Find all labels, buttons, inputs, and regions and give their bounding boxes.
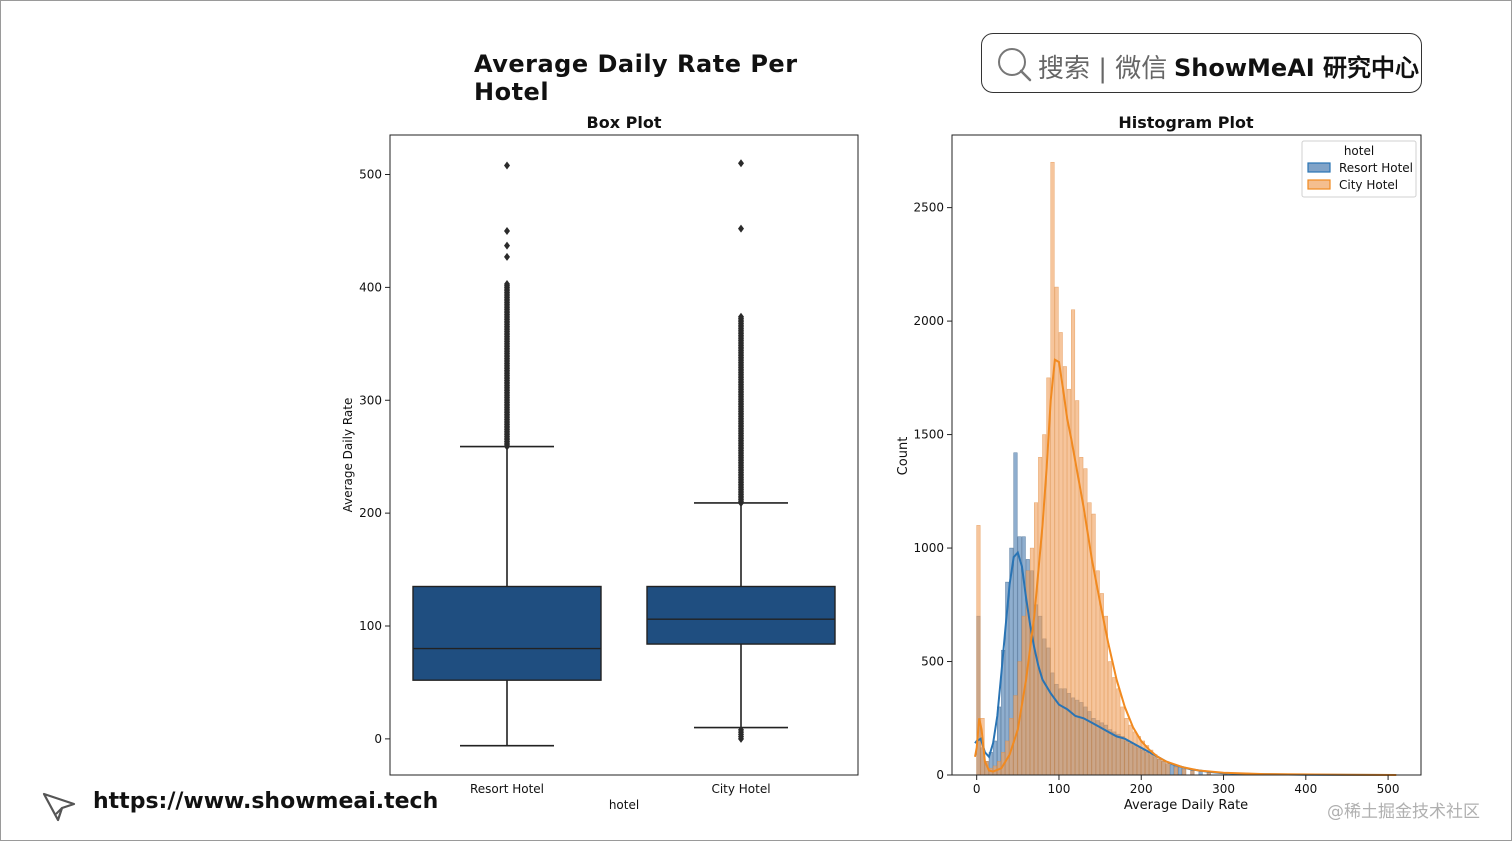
hist-bar-city xyxy=(1112,677,1117,776)
histogram-ticks: 0 500 1000 1500 2000 2500 0 100 200 300 400 500 xyxy=(913,201,1399,796)
histogram-legend: hotel Resort Hotel City Hotel xyxy=(1301,140,1417,198)
box-y-ticks: 0 100 200 300 400 500 xyxy=(359,168,390,746)
figure-title: Average Daily Rate Per Hotel xyxy=(474,50,798,106)
box-plot-axes xyxy=(389,134,859,776)
hist-xtick-label: 400 xyxy=(1294,782,1317,796)
search-badge: 搜索 | 微信 ShowMeAI 研究中心 xyxy=(981,33,1422,93)
hist-bar-city xyxy=(1140,740,1146,776)
box-ylabel: Average Daily Rate xyxy=(341,398,355,513)
hist-ytick-label: 0 xyxy=(936,768,944,782)
hist-bar-city xyxy=(1136,736,1141,776)
box-outlier xyxy=(504,279,510,288)
hist-bar-city xyxy=(1050,161,1055,776)
box-outlier xyxy=(504,161,510,170)
kde-line-city xyxy=(974,358,1397,776)
hist-bar-city xyxy=(1062,366,1067,776)
legend-label-city: City Hotel xyxy=(1339,178,1398,192)
box-ytick-label: 0 xyxy=(374,732,382,746)
legend-swatch-city xyxy=(1307,179,1331,190)
hist-ytick-label: 1500 xyxy=(913,428,944,442)
hist-bar-city xyxy=(1182,769,1187,776)
legend-title: hotel xyxy=(1344,144,1374,158)
watermark: @稀土掘金技术社区 xyxy=(1327,802,1480,822)
box-outlier xyxy=(504,252,510,261)
hist-bar-resort xyxy=(1169,764,1174,776)
hist-bar-city xyxy=(1161,761,1166,776)
box-marks xyxy=(412,159,836,747)
hist-bar-city xyxy=(1190,770,1195,776)
box-xlabel: hotel xyxy=(609,798,639,812)
hist-bar-city xyxy=(1132,731,1137,776)
hist-xtick-label: 300 xyxy=(1212,782,1235,796)
box-outlier xyxy=(504,241,510,250)
search-icon xyxy=(998,48,1032,82)
hist-bar-city xyxy=(1075,400,1080,776)
box-xtick-city: City Hotel xyxy=(711,782,770,796)
hist-bar-city xyxy=(1071,309,1076,776)
hist-bar-resort xyxy=(1198,771,1203,776)
hist-bar-city xyxy=(1153,754,1158,776)
hist-xtick-label: 500 xyxy=(1377,782,1400,796)
hist-bar-city xyxy=(1173,766,1178,776)
hist-bar-city xyxy=(1124,718,1129,776)
hist-ytick-label: 2000 xyxy=(913,314,944,328)
box-ytick-label: 100 xyxy=(359,619,382,633)
box-outlier xyxy=(738,725,744,734)
hist-bar-city xyxy=(1091,513,1096,776)
box-plot-title: Box Plot xyxy=(587,113,662,132)
box-outlier xyxy=(738,159,744,168)
histogram-bars xyxy=(976,161,1401,776)
box-ytick-label: 500 xyxy=(359,168,382,182)
hist-bar-city xyxy=(1120,706,1125,776)
hist-xtick-label: 0 xyxy=(973,782,981,796)
box-ytick-label: 200 xyxy=(359,506,382,520)
hist-ytick-label: 2500 xyxy=(913,201,944,215)
box-ytick-label: 300 xyxy=(359,393,382,407)
histogram-kde-lines xyxy=(974,358,1397,776)
histogram-panel: Histogram Plot 0 500 1000 1500 2000 2500 0 100 2… xyxy=(896,113,1422,813)
brand-label: ShowMeAI 研究中心 xyxy=(1174,54,1420,82)
hist-bar-city xyxy=(1165,763,1170,776)
cursor-icon xyxy=(42,792,76,822)
hist-bar-city xyxy=(1058,332,1063,776)
hist-bar-city xyxy=(1116,688,1121,776)
hist-bar-resort xyxy=(1178,766,1183,776)
histogram-ylabel: Count xyxy=(896,437,911,476)
box-ytick-label: 400 xyxy=(359,280,382,294)
hist-bar-city xyxy=(1034,502,1039,776)
histogram-title: Histogram Plot xyxy=(1118,113,1254,132)
hist-xtick-label: 200 xyxy=(1130,782,1153,796)
legend-swatch-resort xyxy=(1307,162,1331,173)
hist-bar-city xyxy=(1108,661,1113,776)
histogram-axes xyxy=(951,134,1422,776)
box-plot-panel: Box Plot 0 100 200 300 400 500 Resort Hotel C… xyxy=(341,113,859,812)
hist-ytick-label: 1000 xyxy=(913,541,944,555)
hist-xtick-label: 100 xyxy=(1048,782,1071,796)
hist-bar-city xyxy=(1128,724,1133,776)
hist-ytick-label: 500 xyxy=(921,655,944,669)
hist-bar-city xyxy=(1066,388,1071,776)
hist-bar-city xyxy=(1038,457,1043,776)
box-xtick-resort: Resort Hotel xyxy=(470,782,544,796)
histogram-xlabel: Average Daily Rate xyxy=(1124,798,1248,813)
hist-bar-city xyxy=(1157,758,1162,776)
footer-url[interactable]: https://www.showmeai.tech xyxy=(93,789,439,814)
box-outlier xyxy=(738,312,744,321)
box-outlier xyxy=(504,226,510,235)
box-body xyxy=(412,585,602,681)
search-label: 搜索 | 微信 xyxy=(1038,54,1168,84)
legend-label-resort: Resort Hotel xyxy=(1339,161,1413,175)
hist-bar-city xyxy=(1029,547,1034,776)
box-body xyxy=(646,585,836,645)
box-outlier xyxy=(738,224,744,233)
